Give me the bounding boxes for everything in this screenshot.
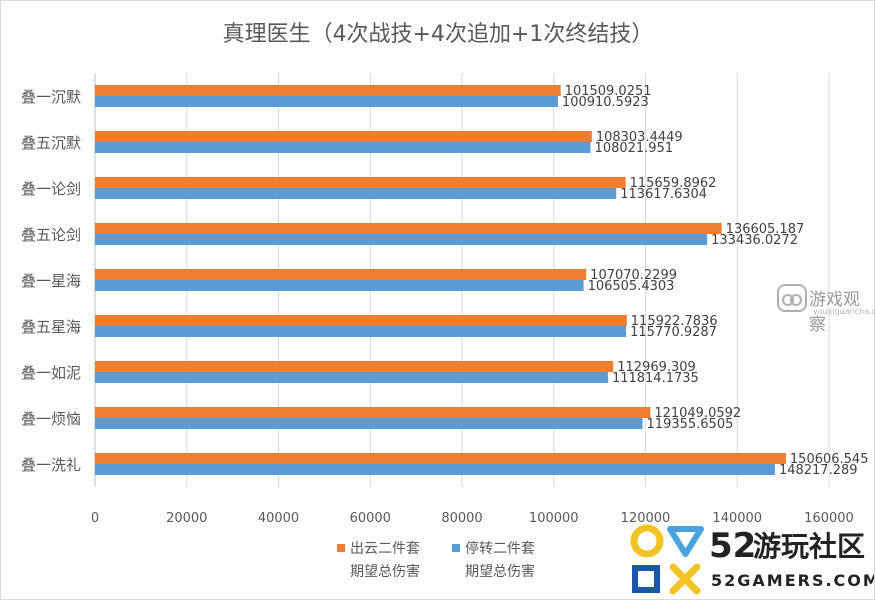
x-tick-label: 120000 (621, 511, 671, 526)
logo-triangle-icon (667, 526, 704, 557)
logo-en-text: 52GAMERS.COM (711, 571, 874, 590)
logo-cross-icon (669, 563, 701, 595)
bar-value-label: 121049.0592 (654, 406, 741, 421)
legend-label-series-1-line-1: 停转二件套 (465, 540, 535, 557)
bar-value-label: 115922.7836 (631, 314, 718, 329)
bar-series-0 (95, 407, 651, 418)
chart-title: 真理医生（4次战技+4次追加+1次终结技） (223, 22, 654, 47)
x-tick-label: 160000 (804, 511, 854, 526)
legend-label-series-0-line-1: 出云二件套 (350, 541, 420, 557)
site-logo-52gamers: 52 游玩社区 52GAMERS.COM (630, 524, 875, 595)
bar-value-label: 107070.2299 (590, 268, 677, 283)
category-label: 叠一星海 (21, 272, 81, 290)
x-tick-label: 20000 (166, 511, 207, 526)
category-label: 叠五论剑 (21, 226, 81, 244)
logo-cn-text: 游玩社区 (753, 530, 865, 563)
watermark-site-url: youxiguancha.com (813, 307, 875, 316)
x-tick-label: 40000 (258, 511, 299, 526)
bar-series-1 (95, 372, 608, 383)
bar-series-0 (95, 177, 626, 188)
bar-value-label: 100910.5923 (562, 95, 649, 110)
x-tick-labels: 0 20000 40000 60000 80000 100000 120000 140000 1… (91, 511, 854, 526)
bar-series-0 (95, 85, 561, 96)
watermark-site-name: 游戏观察 (809, 290, 860, 335)
bar-value-label: 111814.1735 (612, 371, 699, 386)
bar-value-label: 150606.545 (790, 452, 869, 467)
bar-value-label: 108303.4449 (596, 130, 683, 145)
bar-value-label: 101509.0251 (565, 84, 652, 99)
logo-52-text: 52 (709, 526, 756, 566)
bar-series-1 (95, 96, 558, 107)
bar-series-1 (95, 464, 775, 475)
bar-series-0 (95, 131, 592, 142)
watermark-eyes-icon (777, 284, 807, 312)
bar-value-label: 136605.187 (726, 222, 805, 237)
bar-series-1 (95, 280, 584, 291)
category-label: 叠一洗礼 (21, 456, 81, 474)
bar-value-label: 119355.6505 (647, 417, 734, 432)
category-label: 叠五沉默 (21, 134, 81, 152)
bar-series-1 (95, 326, 627, 337)
bar-value-label: 108021.951 (595, 141, 674, 156)
category-label: 叠一沉默 (21, 88, 81, 106)
bar-series-0 (95, 223, 722, 234)
legend-label-series-0-line-2: 期望总伤害 (350, 564, 420, 580)
bar-series-1 (95, 234, 708, 245)
bar-series-0 (95, 269, 587, 280)
bar-value-label: 106505.4303 (588, 279, 675, 294)
bar-series-0 (95, 453, 786, 464)
x-tick-label: 140000 (712, 511, 762, 526)
x-tick-label: 60000 (350, 511, 391, 526)
category-label: 叠五星海 (21, 318, 81, 336)
bar-series-0 (95, 315, 627, 326)
legend-swatch-series-0 (337, 544, 345, 552)
bars (95, 85, 786, 475)
x-tick-label: 0 (91, 511, 99, 526)
legend: 出云二件套 期望总伤害 停转二件套 期望总伤害 (337, 540, 535, 580)
x-tick-label: 100000 (529, 511, 579, 526)
category-label: 叠一如泥 (21, 364, 81, 382)
legend-swatch-series-1 (452, 544, 460, 552)
bar-series-1 (95, 418, 643, 429)
category-label: 叠一论剑 (21, 180, 81, 198)
bar-series-1 (95, 142, 591, 153)
logo-square-icon (632, 565, 660, 593)
bar-series-0 (95, 361, 614, 372)
bar-value-label: 148217.289 (779, 463, 858, 478)
bar-value-label: 113617.6304 (620, 187, 707, 202)
bar-series-1 (95, 188, 617, 199)
bar-value-label: 112969.309 (617, 360, 696, 375)
x-tick-label: 80000 (441, 511, 482, 526)
bar-value-label: 115770.9287 (630, 325, 717, 340)
legend-label-series-1-line-2: 期望总伤害 (465, 564, 535, 580)
logo-circle-icon (630, 524, 664, 558)
bar-value-label: 133436.0272 (711, 233, 798, 248)
category-label: 叠一烦恼 (21, 410, 81, 428)
bar-value-label: 115659.8962 (630, 176, 717, 191)
